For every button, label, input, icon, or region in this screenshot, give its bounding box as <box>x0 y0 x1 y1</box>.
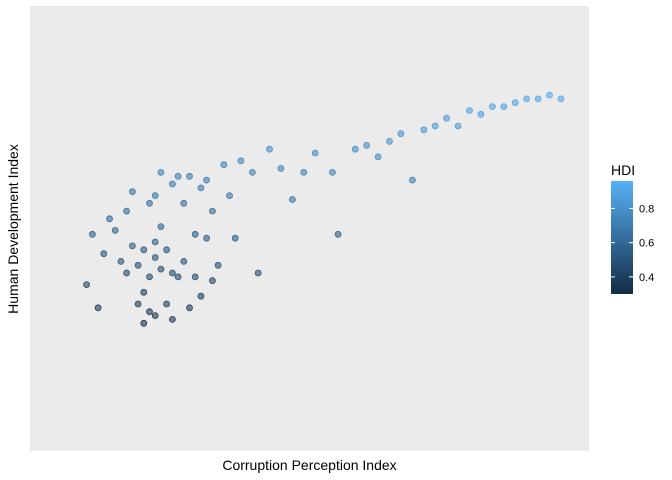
data-point <box>157 265 165 273</box>
data-point <box>140 246 148 254</box>
data-point <box>140 288 148 296</box>
data-point <box>163 246 171 254</box>
data-point <box>94 304 102 312</box>
data-point <box>231 234 239 242</box>
data-point <box>477 110 485 118</box>
data-point <box>220 161 228 169</box>
x-axis-title: Corruption Perception Index <box>222 457 396 473</box>
data-point <box>151 192 159 200</box>
data-point <box>431 122 439 130</box>
colorbar <box>611 181 633 294</box>
data-point <box>443 114 451 122</box>
data-point <box>157 168 165 176</box>
data-point <box>123 269 130 277</box>
data-point <box>83 281 90 289</box>
data-point <box>546 91 553 99</box>
data-point <box>140 319 148 327</box>
data-point <box>237 157 245 165</box>
data-point <box>214 261 222 269</box>
data-point <box>374 153 382 161</box>
data-point <box>134 300 142 308</box>
data-point <box>197 184 205 192</box>
data-point <box>151 238 159 246</box>
data-point <box>128 188 136 196</box>
points-layer <box>83 91 565 327</box>
data-point <box>106 215 113 223</box>
data-point <box>386 137 393 145</box>
data-point <box>180 257 188 265</box>
data-point <box>277 165 285 172</box>
data-point <box>288 196 296 203</box>
data-point <box>163 300 171 308</box>
y-axis-title: Human Development Index <box>5 144 21 314</box>
legend-colorbar: HDI 0.4 0.6 0.8 <box>611 162 654 294</box>
data-point <box>111 226 119 234</box>
legend-tick-label: 0.6 <box>639 238 654 250</box>
data-point <box>134 261 142 269</box>
data-point <box>191 230 199 238</box>
data-point <box>128 242 136 250</box>
data-point <box>180 199 188 207</box>
data-point <box>174 273 182 281</box>
data-point <box>151 312 159 320</box>
data-point <box>454 122 462 130</box>
data-point <box>408 176 416 184</box>
data-point <box>311 149 319 157</box>
data-point <box>89 230 96 238</box>
legend-title: HDI <box>611 162 635 178</box>
data-point <box>397 130 405 138</box>
data-point <box>420 126 428 134</box>
data-point <box>146 273 153 281</box>
data-point <box>168 269 176 277</box>
legend-tick-label: 0.4 <box>639 272 654 284</box>
data-point <box>123 207 130 215</box>
data-point <box>300 168 308 176</box>
data-point <box>186 304 193 312</box>
data-point <box>146 308 153 316</box>
legend-ticks: 0.4 0.6 0.8 <box>611 203 654 284</box>
data-point <box>334 230 342 238</box>
data-point <box>208 277 216 285</box>
panel-background <box>30 6 589 451</box>
data-point <box>151 254 159 261</box>
data-point <box>226 192 233 200</box>
data-point <box>466 107 473 114</box>
data-point <box>534 95 542 103</box>
data-point <box>328 168 336 176</box>
data-point <box>254 269 262 277</box>
data-point <box>100 250 108 258</box>
data-point <box>203 234 211 242</box>
data-point <box>511 99 519 107</box>
data-point <box>208 207 216 215</box>
data-point <box>191 273 199 281</box>
data-point <box>557 95 565 103</box>
data-point <box>523 95 530 103</box>
data-point <box>488 103 496 110</box>
data-point <box>168 180 176 188</box>
data-point <box>248 168 256 176</box>
data-point <box>157 223 165 231</box>
data-point <box>351 145 359 153</box>
data-point <box>197 292 205 300</box>
data-point <box>174 172 182 180</box>
plot-area <box>30 6 589 451</box>
legend-tick-label: 0.8 <box>639 203 654 215</box>
data-point <box>168 315 176 323</box>
data-point <box>203 176 211 184</box>
data-point <box>363 141 371 149</box>
data-point <box>117 257 125 265</box>
data-point <box>186 172 193 180</box>
data-point <box>500 103 508 110</box>
data-point <box>266 145 273 153</box>
data-point <box>146 199 153 207</box>
